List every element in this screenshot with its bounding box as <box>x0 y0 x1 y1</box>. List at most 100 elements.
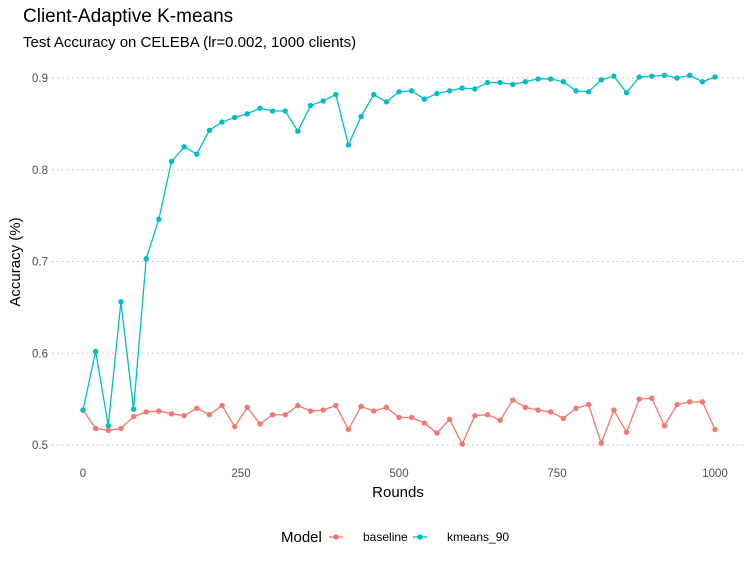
data-point-baseline <box>674 401 680 408</box>
x-axis-title: Rounds <box>372 484 424 501</box>
data-point-kmeans_90 <box>408 88 415 94</box>
data-point-baseline <box>484 412 491 418</box>
y-tick-label: 0.8 <box>32 165 48 177</box>
data-point-baseline <box>497 417 503 423</box>
data-point-baseline <box>408 414 415 421</box>
y-tick-label: 0.6 <box>32 348 48 360</box>
data-point-baseline <box>472 412 478 419</box>
data-point-kmeans_90 <box>573 88 579 94</box>
data-point-kmeans_90 <box>295 128 301 134</box>
legend-item-kmeans_90: kmeans_90 <box>413 530 509 544</box>
data-point-kmeans_90 <box>636 74 642 80</box>
data-point-kmeans_90 <box>168 158 175 165</box>
legend-title: Model <box>281 529 322 546</box>
data-point-kmeans_90 <box>623 89 630 96</box>
data-point-baseline <box>598 440 604 446</box>
gridlines <box>52 77 745 446</box>
data-point-kmeans_90 <box>118 299 124 305</box>
data-point-baseline <box>446 416 453 423</box>
data-point-baseline <box>219 402 225 409</box>
data-point-baseline <box>143 409 149 415</box>
data-point-baseline <box>231 423 238 430</box>
data-point-baseline <box>687 399 693 405</box>
data-point-kmeans_90 <box>446 88 453 94</box>
data-point-kmeans_90 <box>80 407 86 413</box>
data-point-kmeans_90 <box>156 216 162 222</box>
data-point-baseline <box>118 425 124 432</box>
x-tick-label: 500 <box>389 468 408 480</box>
data-point-kmeans_90 <box>282 108 288 114</box>
data-point-baseline <box>547 409 554 415</box>
data-point-baseline <box>168 411 175 417</box>
chart-subtitle: Test Accuracy on CELEBA (lr=0.002, 1000 … <box>23 34 356 51</box>
data-point-baseline <box>560 415 567 422</box>
legend: Model baseline kmeans_90 <box>281 529 509 546</box>
series-line-kmeans_90 <box>82 74 716 426</box>
data-point-baseline <box>649 395 655 401</box>
data-point-kmeans_90 <box>130 406 137 412</box>
data-point-kmeans_90 <box>269 108 276 114</box>
data-point-kmeans_90 <box>560 78 567 85</box>
data-point-baseline <box>269 412 276 418</box>
data-point-kmeans_90 <box>358 113 364 120</box>
x-tick-label: 0 <box>80 468 86 480</box>
data-point-kmeans_90 <box>257 105 263 111</box>
legend-label: baseline <box>363 530 408 544</box>
data-point-baseline <box>371 408 377 414</box>
data-point-kmeans_90 <box>699 78 706 85</box>
data-point-kmeans_90 <box>231 114 238 121</box>
x-tick-labels: 0 250 500 750 1000 <box>80 468 728 480</box>
data-point-kmeans_90 <box>307 102 314 109</box>
data-point-baseline <box>130 413 137 420</box>
x-tick-label: 1000 <box>702 468 728 480</box>
data-point-baseline <box>510 397 516 403</box>
data-point-baseline <box>522 404 529 411</box>
data-point-baseline <box>333 402 339 409</box>
data-point-baseline <box>661 423 668 429</box>
data-point-baseline <box>156 408 162 414</box>
data-point-baseline <box>358 403 364 410</box>
data-point-kmeans_90 <box>333 91 339 98</box>
y-tick-label: 0.7 <box>32 257 48 269</box>
data-point-kmeans_90 <box>459 85 465 91</box>
data-point-kmeans_90 <box>345 142 352 148</box>
data-point-baseline <box>345 426 352 433</box>
y-axis-title: Accuracy (%) <box>7 217 24 306</box>
data-point-kmeans_90 <box>649 73 655 79</box>
data-point-kmeans_90 <box>181 144 187 150</box>
data-point-kmeans_90 <box>92 348 99 355</box>
data-point-baseline <box>611 407 617 413</box>
data-point-kmeans_90 <box>712 74 718 80</box>
y-tick-label: 0.9 <box>32 73 48 85</box>
chart-title: Client-Adaptive K-means <box>23 6 233 27</box>
data-point-kmeans_90 <box>383 99 390 105</box>
data-point-kmeans_90 <box>206 127 213 133</box>
data-point-kmeans_90 <box>396 89 402 95</box>
x-tick-label: 750 <box>547 468 566 480</box>
data-point-baseline <box>535 407 541 413</box>
data-point-kmeans_90 <box>585 89 592 95</box>
data-point-baseline <box>295 402 301 409</box>
y-tick-labels: 0.5 0.6 0.7 0.8 0.9 <box>32 73 48 452</box>
legend-item-baseline: baseline <box>329 530 408 544</box>
data-point-baseline <box>636 396 642 402</box>
data-point-baseline <box>257 421 263 427</box>
data-point-baseline <box>282 412 288 418</box>
data-point-baseline <box>383 404 390 411</box>
data-point-kmeans_90 <box>687 72 693 78</box>
data-point-kmeans_90 <box>105 423 111 429</box>
data-point-kmeans_90 <box>510 81 516 88</box>
data-point-kmeans_90 <box>497 79 503 86</box>
data-point-kmeans_90 <box>421 96 427 102</box>
data-point-baseline <box>459 441 465 447</box>
legend-key-point <box>333 534 339 540</box>
data-point-kmeans_90 <box>320 98 326 104</box>
data-point-baseline <box>434 430 440 436</box>
data-point-baseline <box>105 427 111 434</box>
data-point-kmeans_90 <box>535 76 541 82</box>
data-point-baseline <box>194 405 200 411</box>
data-point-kmeans_90 <box>434 90 440 97</box>
data-point-baseline <box>699 399 706 405</box>
data-point-kmeans_90 <box>244 111 251 117</box>
